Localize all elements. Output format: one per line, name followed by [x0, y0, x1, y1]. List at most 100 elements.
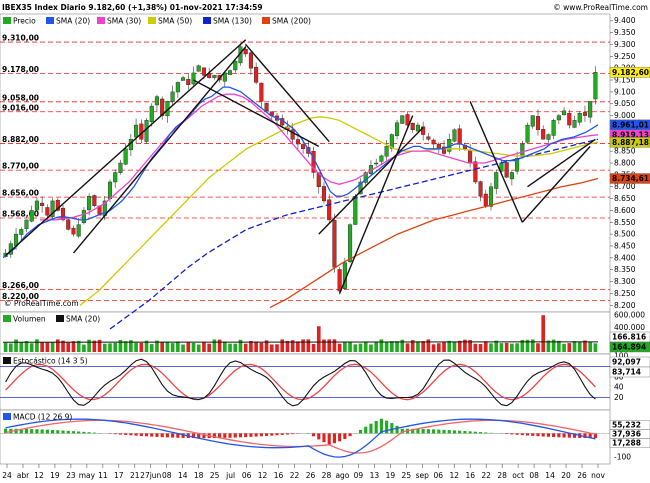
candle: [243, 48, 248, 55]
macd-histogram-bar: [552, 433, 556, 438]
legend-swatch-sma50: [148, 17, 156, 24]
volume-bar: [176, 341, 180, 352]
x-tick-label: jul: [225, 471, 235, 480]
macd-histogram-bar: [442, 429, 446, 434]
candle: [442, 146, 447, 154]
macd-histogram-bar: [280, 433, 284, 435]
legend-stochastic: Estocástico (14 3 5): [13, 357, 88, 366]
macd-histogram-bar: [165, 433, 169, 438]
price-tick-label: 8.700: [614, 182, 636, 191]
volume-bar: [40, 342, 44, 352]
x-tick-label: 06: [242, 471, 252, 480]
candle: [24, 219, 29, 229]
candle: [264, 103, 269, 112]
legend-sma50: SMA (50): [158, 17, 192, 26]
x-tick-label: 22: [481, 471, 491, 480]
candle: [541, 129, 546, 140]
macd-histogram-bar: [254, 433, 258, 437]
price-tick-label: 8.350: [614, 265, 636, 274]
volume-bar: [379, 339, 384, 352]
volume-bar: [410, 340, 415, 352]
stoch-value-label: 83,714: [612, 368, 641, 377]
candle: [395, 122, 400, 136]
candle: [374, 162, 379, 165]
volume-bar: [577, 341, 582, 352]
volume-bar: [207, 343, 211, 352]
volume-bar: [546, 340, 551, 352]
price-tick-label: 8.450: [614, 241, 636, 250]
volume-bar: [572, 341, 577, 352]
volume-bar: [50, 341, 55, 352]
macd-histogram-bar: [484, 432, 488, 434]
volume-bar: [186, 342, 191, 352]
macd-histogram-bar: [437, 429, 441, 434]
level-label: 8.656,00: [2, 189, 39, 198]
volume-bar: [123, 341, 128, 352]
candle: [530, 115, 535, 127]
stoch-tick-label: 20: [614, 393, 624, 402]
macd-histogram-bar: [379, 418, 383, 434]
volume-bar: [316, 326, 321, 352]
macd-histogram-bar: [416, 428, 420, 434]
legend-swatch-vol-sma: [56, 315, 64, 322]
candle: [483, 193, 488, 206]
legend-sma200: SMA (200): [272, 17, 311, 26]
candle: [113, 172, 118, 183]
macd-histogram-bar: [546, 433, 550, 437]
macd-histogram-bar: [572, 433, 577, 438]
volume-bar: [202, 342, 206, 352]
candle: [452, 129, 457, 142]
macd-histogram-bar: [66, 430, 70, 434]
volume-bar: [249, 341, 253, 352]
candle: [384, 146, 389, 157]
last-value-label: 8.887,18: [612, 138, 649, 147]
x-tick-label: 25: [402, 471, 412, 480]
macd-histogram-bar: [51, 429, 55, 434]
candle: [562, 110, 567, 116]
candle: [515, 158, 520, 172]
volume-bar: [55, 339, 60, 352]
volume-bar: [562, 343, 566, 352]
candle: [301, 144, 306, 149]
macd-histogram-bar: [358, 429, 363, 434]
x-tick-label: 20: [561, 471, 571, 480]
axis-layer: 9.4009.3509.3009.2509.2009.1509.1009.050…: [2, 16, 650, 480]
volume-bar: [155, 340, 159, 352]
macd-histogram-bar: [510, 433, 514, 435]
price-tick-label: 8.600: [614, 206, 636, 215]
candle: [50, 200, 55, 217]
volume-legend: Volumen SMA (20): [3, 315, 100, 324]
x-tick-label: 12: [258, 471, 268, 480]
volume-bar: [9, 343, 13, 352]
candle: [123, 148, 128, 165]
level-label: 9.058,00: [2, 93, 39, 102]
macd-histogram-bar: [343, 433, 347, 439]
macd-histogram-bar: [390, 423, 394, 434]
macd-histogram-bar: [144, 433, 149, 437]
volume-bar: [160, 341, 165, 352]
macd-histogram-bar: [332, 433, 336, 444]
x-tick-label: 12: [449, 471, 459, 480]
macd-histogram-bar: [270, 433, 274, 436]
macd-histogram-bar: [160, 433, 164, 438]
macd-histogram-bar: [536, 433, 540, 437]
candle: [118, 162, 123, 173]
macd-histogram-bar: [458, 430, 462, 434]
macd-histogram-bar: [364, 426, 368, 434]
candle: [134, 124, 139, 138]
volume-bar: [520, 339, 525, 352]
macd-histogram-bar: [489, 432, 493, 434]
candle: [191, 72, 196, 85]
sma200-line: [269, 177, 599, 309]
volume-bar: [71, 341, 76, 352]
volume-bar: [222, 341, 227, 352]
macd-histogram-bar: [505, 433, 509, 435]
volume-bar: [583, 340, 587, 352]
legend-swatch-sma130: [203, 17, 211, 24]
macd-histogram-bar: [197, 433, 201, 439]
volume-bar: [551, 339, 556, 352]
candle: [473, 161, 478, 183]
volume-bar: [139, 342, 144, 352]
macd-histogram-bar: [265, 433, 269, 436]
candle: [525, 124, 530, 143]
